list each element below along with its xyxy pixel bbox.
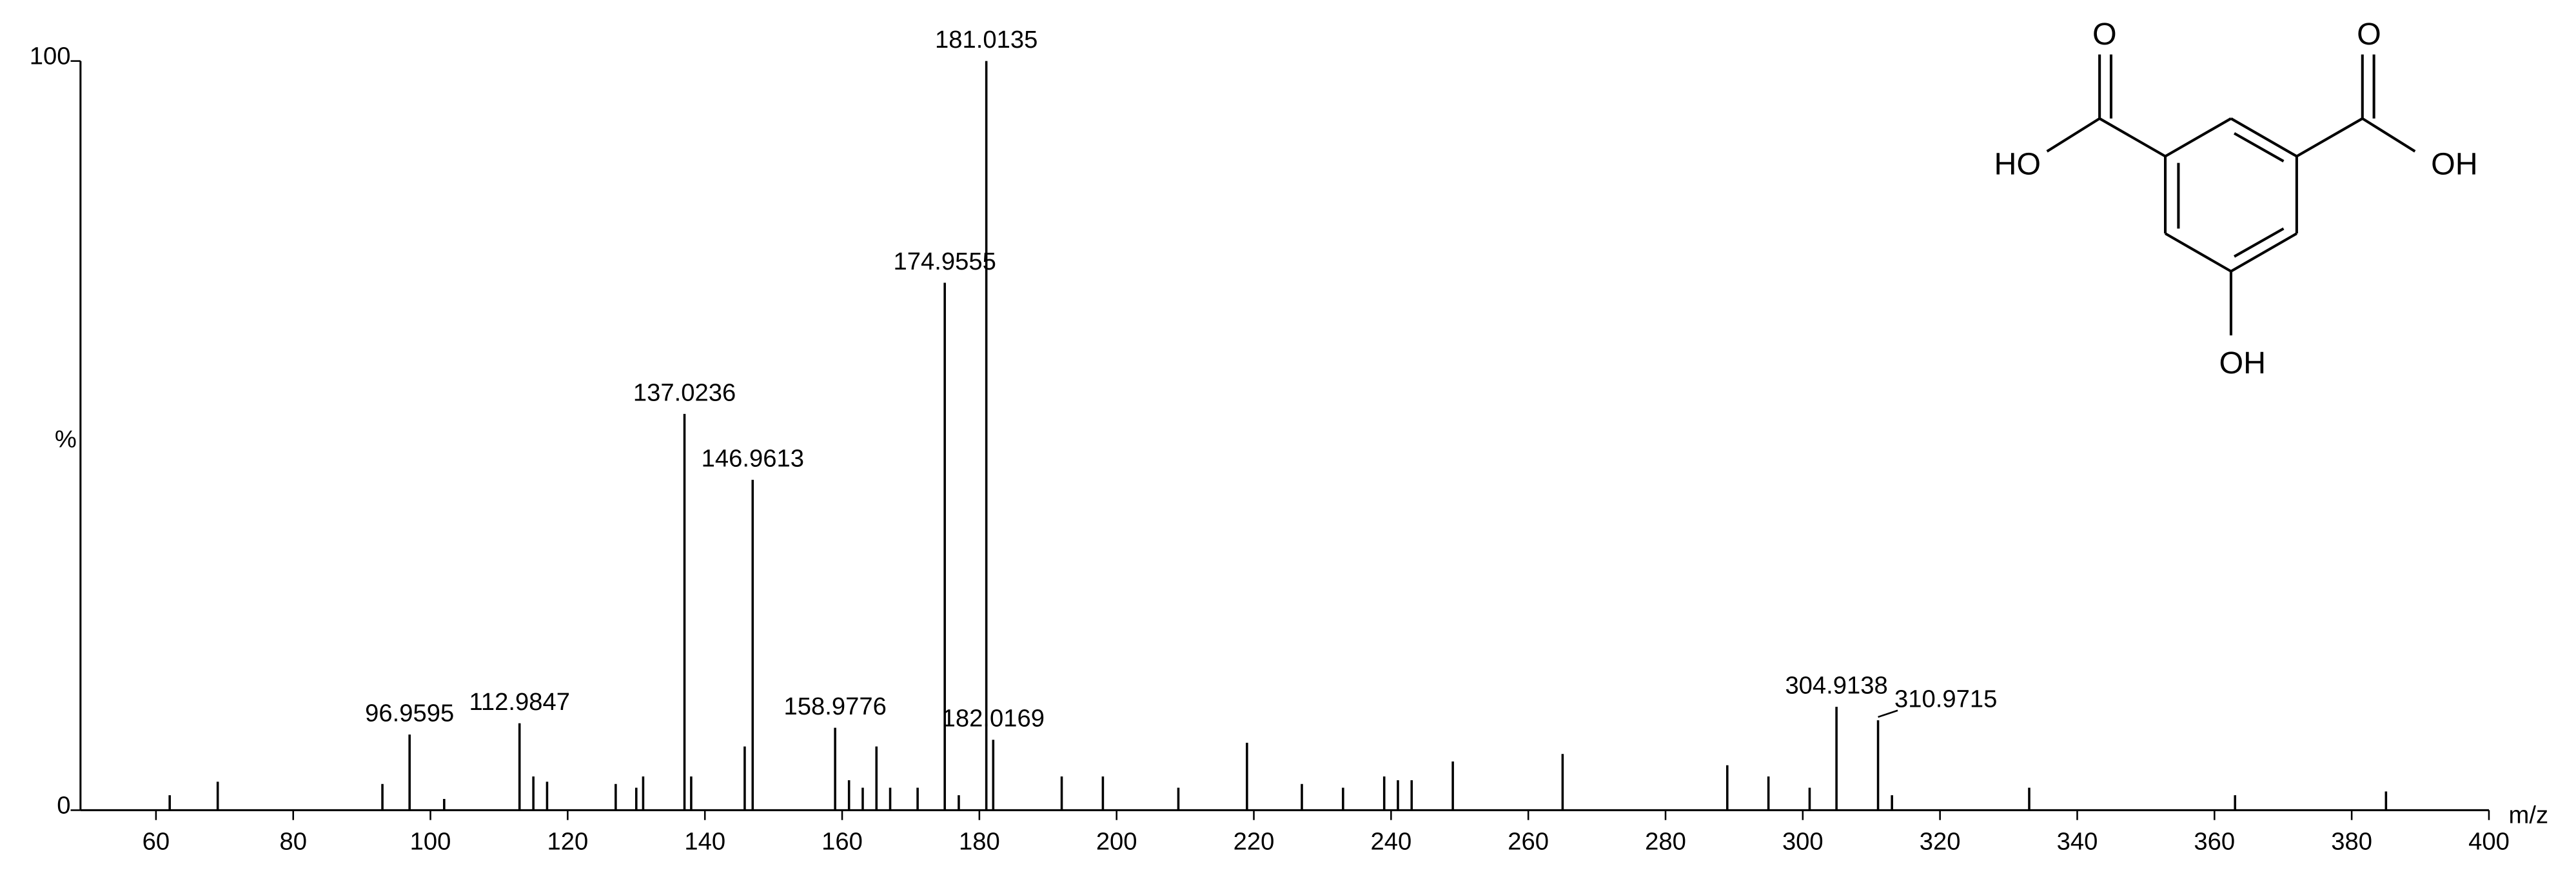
x-tick-label: 100 bbox=[410, 827, 451, 855]
x-tick-label: 340 bbox=[2057, 827, 2098, 855]
y-tick-label: 0 bbox=[57, 791, 70, 819]
bond bbox=[2099, 117, 2167, 158]
bond bbox=[2234, 227, 2285, 258]
x-tick-label: 140 bbox=[684, 827, 725, 855]
bond bbox=[2230, 117, 2297, 158]
peak-label: 96.9595 bbox=[365, 700, 454, 727]
y-tick-label: 100 bbox=[30, 43, 71, 70]
x-tick-label: 120 bbox=[547, 827, 589, 855]
x-tick-label: 160 bbox=[821, 827, 863, 855]
x-tick-label: 200 bbox=[1096, 827, 1137, 855]
peak-label: 310.9715 bbox=[1894, 685, 1997, 713]
bond bbox=[2165, 232, 2232, 273]
bond bbox=[2230, 232, 2297, 273]
x-tick-label: 260 bbox=[1508, 827, 1549, 855]
x-tick-label: 380 bbox=[2331, 827, 2372, 855]
bond bbox=[2234, 132, 2285, 162]
x-tick-label: 220 bbox=[1234, 827, 1275, 855]
bond bbox=[2296, 117, 2363, 158]
x-axis-label: m/z bbox=[2509, 802, 2549, 829]
x-tick-label: 360 bbox=[2194, 827, 2235, 855]
peak-label: 112.9847 bbox=[469, 688, 570, 716]
peak-label: 146.9613 bbox=[702, 445, 804, 473]
atom-label: O bbox=[2092, 17, 2117, 52]
x-tick-label: 180 bbox=[959, 827, 1000, 855]
bond bbox=[2361, 117, 2416, 153]
peak-label: 158.9776 bbox=[783, 693, 886, 720]
atom-label: OH bbox=[2431, 146, 2478, 181]
x-tick-label: 320 bbox=[1920, 827, 1961, 855]
x-tick-label: 400 bbox=[2468, 827, 2510, 855]
atom-label: OH bbox=[2219, 346, 2266, 380]
x-tick-label: 240 bbox=[1370, 827, 1411, 855]
peak-label: 181.0135 bbox=[935, 26, 1037, 54]
atom-label: HO bbox=[1994, 146, 2041, 181]
peak-label: 304.9138 bbox=[1785, 672, 1887, 700]
peak-label: 137.0236 bbox=[633, 379, 736, 406]
peak-label: 174.9555 bbox=[894, 248, 996, 275]
bond bbox=[2165, 117, 2232, 158]
x-tick-label: 60 bbox=[143, 827, 170, 855]
peak-label: 182.0169 bbox=[942, 705, 1045, 733]
bond bbox=[2046, 117, 2101, 153]
atom-label: O bbox=[2357, 17, 2381, 52]
x-tick-label: 300 bbox=[1782, 827, 1824, 855]
leader-line bbox=[1878, 709, 1898, 718]
structure: O O HO OH OH bbox=[1994, 17, 2477, 380]
x-tick-label: 280 bbox=[1645, 827, 1686, 855]
x-tick-label: 80 bbox=[279, 827, 307, 855]
y-axis-label: % bbox=[55, 425, 77, 453]
